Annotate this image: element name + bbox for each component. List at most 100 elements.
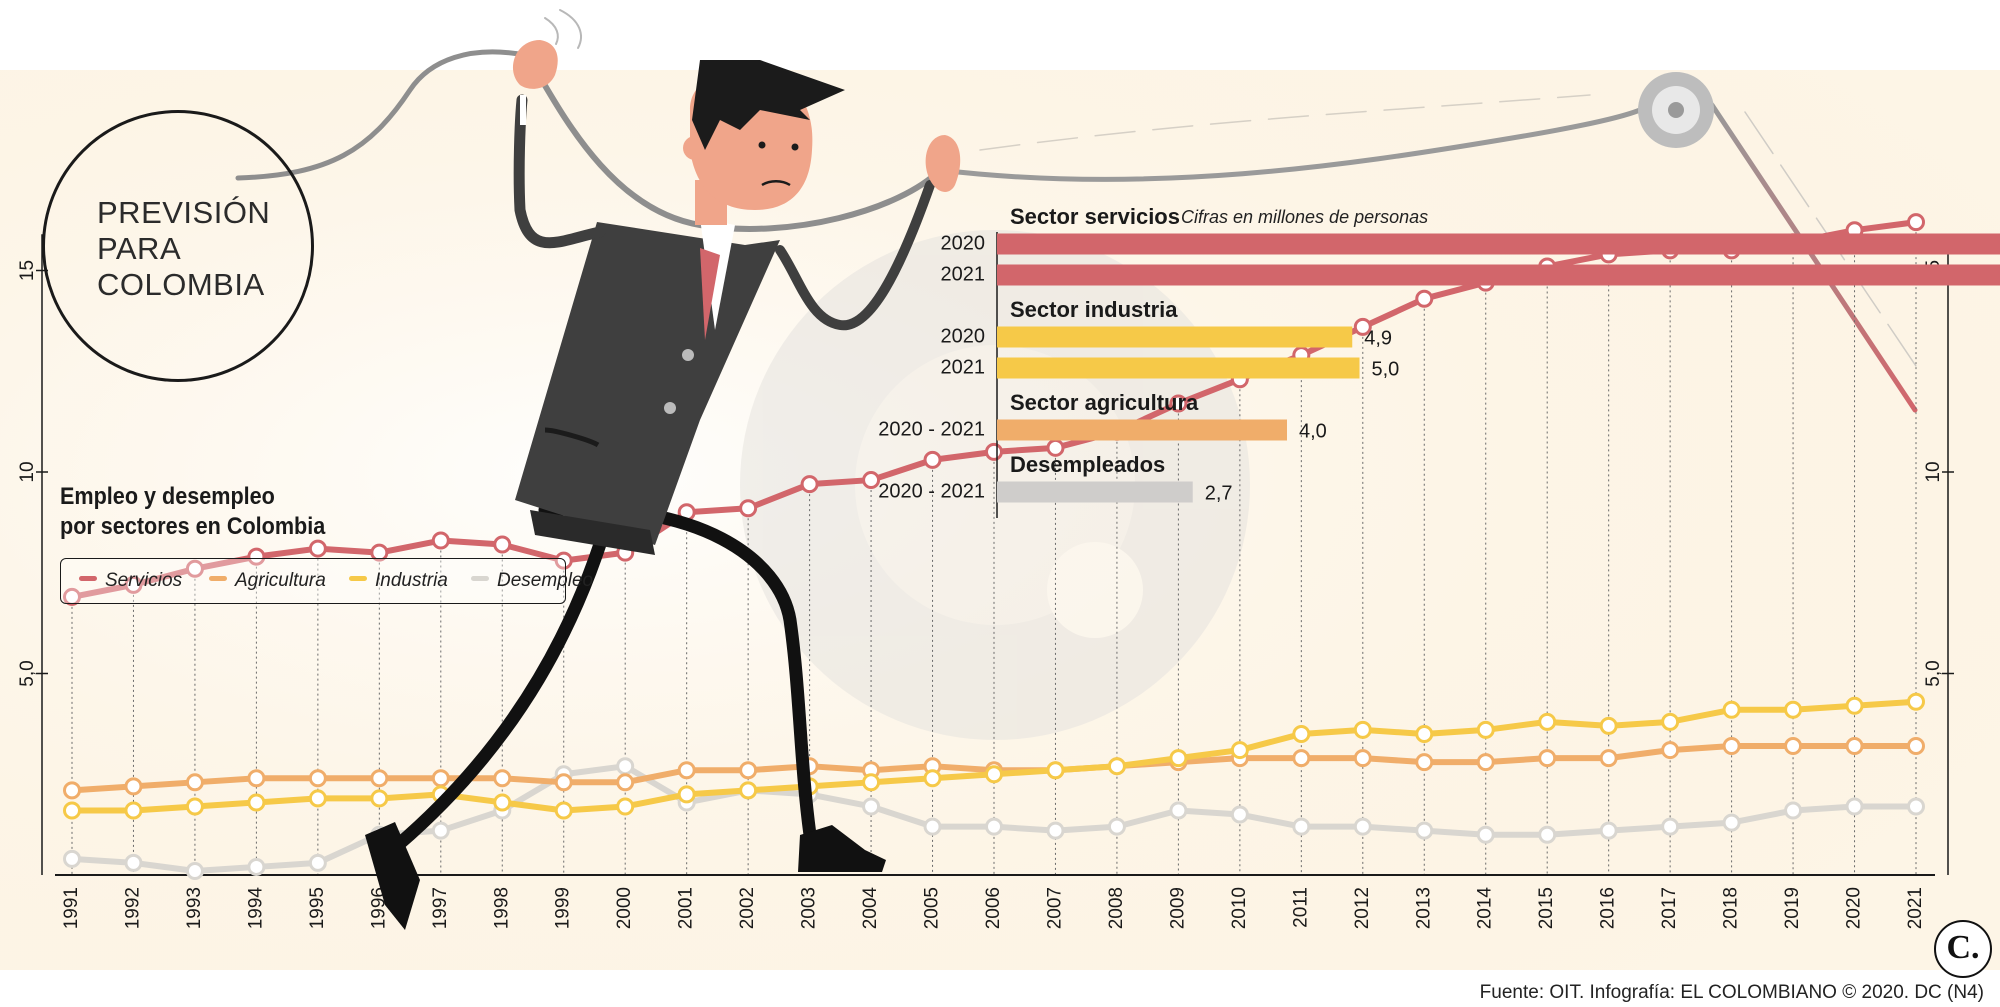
x-tick-label-2021: 2021: [1905, 887, 1926, 929]
headline-line-1: PREVISIÓN: [97, 195, 271, 230]
data-point-servicios-2021: [1907, 213, 1925, 232]
x-tick-label-1998: 1998: [491, 887, 512, 929]
x-tick-label-2002: 2002: [737, 887, 758, 929]
data-point-desempleo-2004: [862, 797, 881, 816]
x-tick-label-2003: 2003: [799, 887, 820, 929]
data-point-industria-1991: [63, 801, 81, 820]
bar-value-label: 5,0: [1372, 358, 1400, 380]
bar-category-label: 2020 - 2021: [878, 480, 985, 502]
data-point-servicios-1996: [370, 543, 389, 562]
x-tick-label-2011: 2011: [1290, 887, 1311, 928]
pulley-icon: [1638, 72, 1714, 148]
data-point-agricultura-1992: [124, 777, 143, 796]
data-point-desempleo-2018: [1722, 813, 1741, 832]
data-point-desempleo-1992: [124, 853, 143, 872]
data-point-desempleo-1993: [185, 861, 204, 880]
legend-label: Servicios: [105, 570, 183, 591]
data-point-servicios-2012: [1353, 317, 1372, 336]
data-point-desempleo-1997: [431, 821, 450, 840]
data-point-desempleo-2006: [985, 817, 1003, 836]
x-tick-label-1992: 1992: [122, 887, 143, 929]
data-point-industria-2010: [1230, 741, 1249, 760]
data-point-industria-2015: [1538, 712, 1557, 731]
data-point-industria-1999: [554, 801, 573, 820]
data-point-desempleo-2013: [1415, 821, 1434, 840]
bar-subtitle: Cifras en millones de personas: [1181, 207, 1428, 227]
x-tick-label-2007: 2007: [1044, 887, 1065, 929]
x-tick-label-1995: 1995: [307, 887, 328, 929]
data-point-agricultura-1996: [370, 769, 389, 788]
data-point-desempleo-2012: [1353, 817, 1372, 836]
data-point-agricultura-2014: [1476, 753, 1495, 772]
legend-label: Desempleo: [497, 570, 594, 591]
data-point-desempleo-2015: [1538, 825, 1557, 844]
data-point-desempleo-2021: [1907, 797, 1925, 816]
data-point-agricultura-1993: [185, 773, 204, 792]
data-point-desempleo-2007: [1046, 821, 1065, 840]
data-point-industria-1995: [308, 789, 327, 808]
source-credit: Fuente: OIT. Infografía: EL COLOMBIANO ©…: [1479, 982, 1984, 1003]
headline-line-2: PARA: [97, 231, 182, 266]
data-point-agricultura-1999: [554, 773, 573, 792]
bar-group-title: Desempleados: [1010, 452, 1165, 477]
data-point-servicios-1993: [185, 559, 204, 578]
data-point-desempleo-1995: [308, 853, 327, 872]
legend-item-industria: Industria: [349, 570, 448, 592]
legend-swatch: [471, 576, 489, 582]
data-point-agricultura-1994: [247, 769, 266, 788]
data-point-agricultura-2011: [1292, 749, 1311, 768]
legend-item-desempleo: Desempleo: [471, 570, 593, 592]
data-point-desempleo-2010: [1230, 805, 1249, 824]
x-tick-label-2013: 2013: [1413, 887, 1434, 929]
x-tick-label-2016: 2016: [1598, 887, 1619, 929]
x-tick-label-2017: 2017: [1659, 887, 1680, 929]
data-point-industria-2016: [1599, 716, 1618, 735]
x-tick-label-2019: 2019: [1782, 887, 1803, 929]
x-tick-label-2018: 2018: [1721, 887, 1742, 929]
data-point-industria-2001: [677, 785, 696, 804]
data-point-agricultura-2018: [1722, 737, 1741, 756]
data-point-agricultura-2000: [616, 773, 635, 792]
data-point-industria-2004: [862, 773, 881, 792]
y-tick-label: 5,0: [17, 660, 38, 686]
data-point-industria-2021: [1907, 692, 1925, 711]
data-point-desempleo-2011: [1292, 817, 1311, 836]
legend-item-agricultura: Agricultura: [209, 570, 326, 592]
bar-category-label: 2021: [941, 263, 986, 285]
data-point-industria-1992: [124, 801, 143, 820]
data-point-industria-2005: [923, 769, 942, 788]
bar-value-label: 2,7: [1205, 482, 1233, 504]
x-tick-label-2012: 2012: [1352, 887, 1373, 929]
data-point-agricultura-2017: [1661, 741, 1680, 760]
bar-group-title: Sector servicios: [1010, 204, 1180, 229]
bar-2020-2021: [997, 481, 1193, 503]
data-point-servicios-1997: [431, 531, 450, 550]
headline-line-3: COLOMBIA: [97, 267, 265, 302]
data-point-industria-2012: [1353, 720, 1372, 739]
x-tick-label-2020: 2020: [1844, 887, 1865, 929]
x-tick-label-2009: 2009: [1167, 887, 1188, 929]
data-point-desempleo-2014: [1476, 825, 1495, 844]
bar-category-label: 2021: [941, 356, 986, 378]
bar-2020: [997, 326, 1353, 348]
bar-2021: [997, 264, 2000, 286]
legend-item-servicios: Servicios: [79, 570, 182, 592]
x-tick-label-2008: 2008: [1106, 887, 1127, 929]
data-point-servicios-2002: [739, 499, 758, 518]
y-tick-label: 10: [17, 461, 38, 482]
data-point-agricultura-2016: [1599, 749, 1618, 768]
bar-2021: [997, 357, 1360, 379]
chart-title-line-2: por sectores en Colombia: [60, 513, 326, 540]
data-point-industria-2009: [1169, 749, 1188, 768]
legend-swatch: [79, 576, 97, 582]
x-tick-label-2010: 2010: [1229, 887, 1250, 929]
legend-label: Industria: [375, 570, 448, 591]
data-point-desempleo-2009: [1169, 801, 1188, 820]
data-point-industria-1998: [493, 793, 512, 812]
data-point-desempleo-2008: [1107, 817, 1126, 836]
bar-group-title: Sector agricultura: [1010, 390, 1199, 415]
